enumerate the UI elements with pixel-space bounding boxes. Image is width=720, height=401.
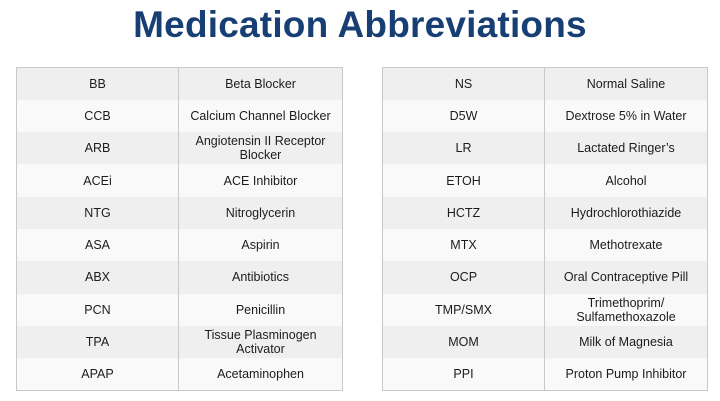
meaning-cell: Dextrose 5% in Water — [544, 99, 708, 133]
meaning-cell: Nitroglycerin — [178, 196, 343, 229]
abbreviation-cell: ACEi — [16, 164, 179, 197]
table-row: OCP Oral Contraceptive Pill — [382, 261, 708, 294]
abbreviation-cell: MOM — [382, 325, 545, 359]
abbreviation-cell: TMP/SMX — [382, 293, 545, 326]
meaning-cell: Alcohol — [544, 164, 708, 197]
meaning-cell: Proton Pump Inhibitor — [544, 358, 708, 391]
abbreviation-cell: MTX — [382, 228, 545, 262]
abbreviation-cell: ASA — [16, 228, 179, 262]
table-row: HCTZ Hydrochlorothiazide — [382, 196, 708, 229]
meaning-cell: Beta Blocker — [178, 67, 343, 100]
abbreviation-cell: OCP — [382, 261, 545, 294]
table-row: ACEi ACE Inhibitor — [16, 164, 343, 197]
meaning-cell: Penicillin — [178, 293, 343, 326]
meaning-cell: Angiotensin II Receptor Blocker — [178, 132, 343, 165]
table-row: APAP Acetaminophen — [16, 358, 343, 391]
meaning-cell: Methotrexate — [544, 228, 708, 262]
meaning-cell: Oral Contraceptive Pill — [544, 261, 708, 294]
meaning-cell: Lactated Ringer’s — [544, 132, 708, 165]
abbreviation-cell: LR — [382, 132, 545, 165]
table-row: ETOH Alcohol — [382, 164, 708, 197]
right-abbreviation-table: NS Normal Saline D5W Dextrose 5% in Water … — [382, 67, 708, 391]
abbreviation-cell: PPI — [382, 358, 545, 391]
table-row: TPA Tissue Plasminogen Activator — [16, 325, 343, 359]
meaning-cell: Acetaminophen — [178, 358, 343, 391]
meaning-cell: Milk of Magnesia — [544, 325, 708, 359]
meaning-cell: Aspirin — [178, 228, 343, 262]
abbreviation-cell: ARB — [16, 132, 179, 165]
abbreviation-cell: ABX — [16, 261, 179, 294]
table-row: MTX Methotrexate — [382, 228, 708, 262]
abbreviation-cell: BB — [16, 67, 179, 100]
table-row: NS Normal Saline — [382, 67, 708, 100]
table-row: CCB Calcium Channel Blocker — [16, 99, 343, 133]
meaning-cell: Calcium Channel Blocker — [178, 99, 343, 133]
page-title: Medication Abbreviations — [133, 4, 587, 45]
table-row: D5W Dextrose 5% in Water — [382, 99, 708, 133]
abbreviation-cell: TPA — [16, 325, 179, 359]
meaning-cell: Hydrochlorothiazide — [544, 196, 708, 229]
abbreviation-cell: NTG — [16, 196, 179, 229]
left-abbreviation-table: BB Beta Blocker CCB Calcium Channel Blocke… — [16, 67, 343, 391]
abbreviation-cell: NS — [382, 67, 545, 100]
abbreviation-cell: PCN — [16, 293, 179, 326]
meaning-cell: Trimethoprim/ Sulfamethoxazole — [544, 293, 708, 326]
meaning-cell: Normal Saline — [544, 67, 708, 100]
abbreviation-cell: CCB — [16, 99, 179, 133]
table-row: NTG Nitroglycerin — [16, 196, 343, 229]
table-row: BB Beta Blocker — [16, 67, 343, 100]
table-row: TMP/SMX Trimethoprim/ Sulfamethoxazole — [382, 293, 708, 326]
meaning-cell: Tissue Plasminogen Activator — [178, 325, 343, 359]
abbreviation-cell: APAP — [16, 358, 179, 391]
table-row: MOM Milk of Magnesia — [382, 325, 708, 359]
table-row: LR Lactated Ringer’s — [382, 132, 708, 165]
meaning-cell: Antibiotics — [178, 261, 343, 294]
abbreviation-cell: HCTZ — [382, 196, 545, 229]
meaning-cell: ACE Inhibitor — [178, 164, 343, 197]
abbreviation-cell: D5W — [382, 99, 545, 133]
abbreviation-cell: ETOH — [382, 164, 545, 197]
table-row: ABX Antibiotics — [16, 261, 343, 294]
table-row: PPI Proton Pump Inhibitor — [382, 358, 708, 391]
table-row: ASA Aspirin — [16, 228, 343, 262]
table-row: PCN Penicillin — [16, 293, 343, 326]
table-row: ARB Angiotensin II Receptor Blocker — [16, 132, 343, 165]
